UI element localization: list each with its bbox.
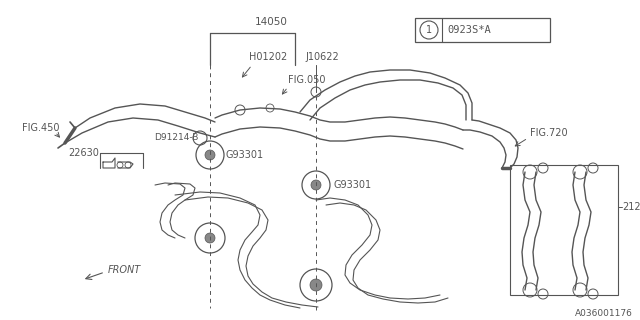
Text: 1: 1 — [426, 25, 432, 35]
Circle shape — [205, 150, 215, 160]
Circle shape — [310, 279, 322, 291]
Text: FRONT: FRONT — [108, 265, 141, 275]
Text: J10622: J10622 — [305, 52, 339, 62]
Text: G93301: G93301 — [333, 180, 371, 190]
Bar — [510, 165, 618, 295]
Text: A036001176: A036001176 — [575, 308, 633, 317]
Text: D91214-B: D91214-B — [154, 133, 198, 142]
Text: FIG.050: FIG.050 — [288, 75, 326, 85]
Text: FIG.720: FIG.720 — [530, 128, 568, 138]
Circle shape — [205, 233, 215, 243]
Text: H01202: H01202 — [249, 52, 287, 62]
Circle shape — [311, 180, 321, 190]
Bar — [415, 18, 550, 42]
Text: 14050: 14050 — [255, 17, 288, 27]
Text: 21204*B: 21204*B — [622, 202, 640, 212]
Text: 22630: 22630 — [68, 148, 99, 158]
Text: 0923S*A: 0923S*A — [447, 25, 491, 35]
Text: G93301: G93301 — [225, 150, 263, 160]
Text: FIG.450: FIG.450 — [22, 123, 60, 133]
